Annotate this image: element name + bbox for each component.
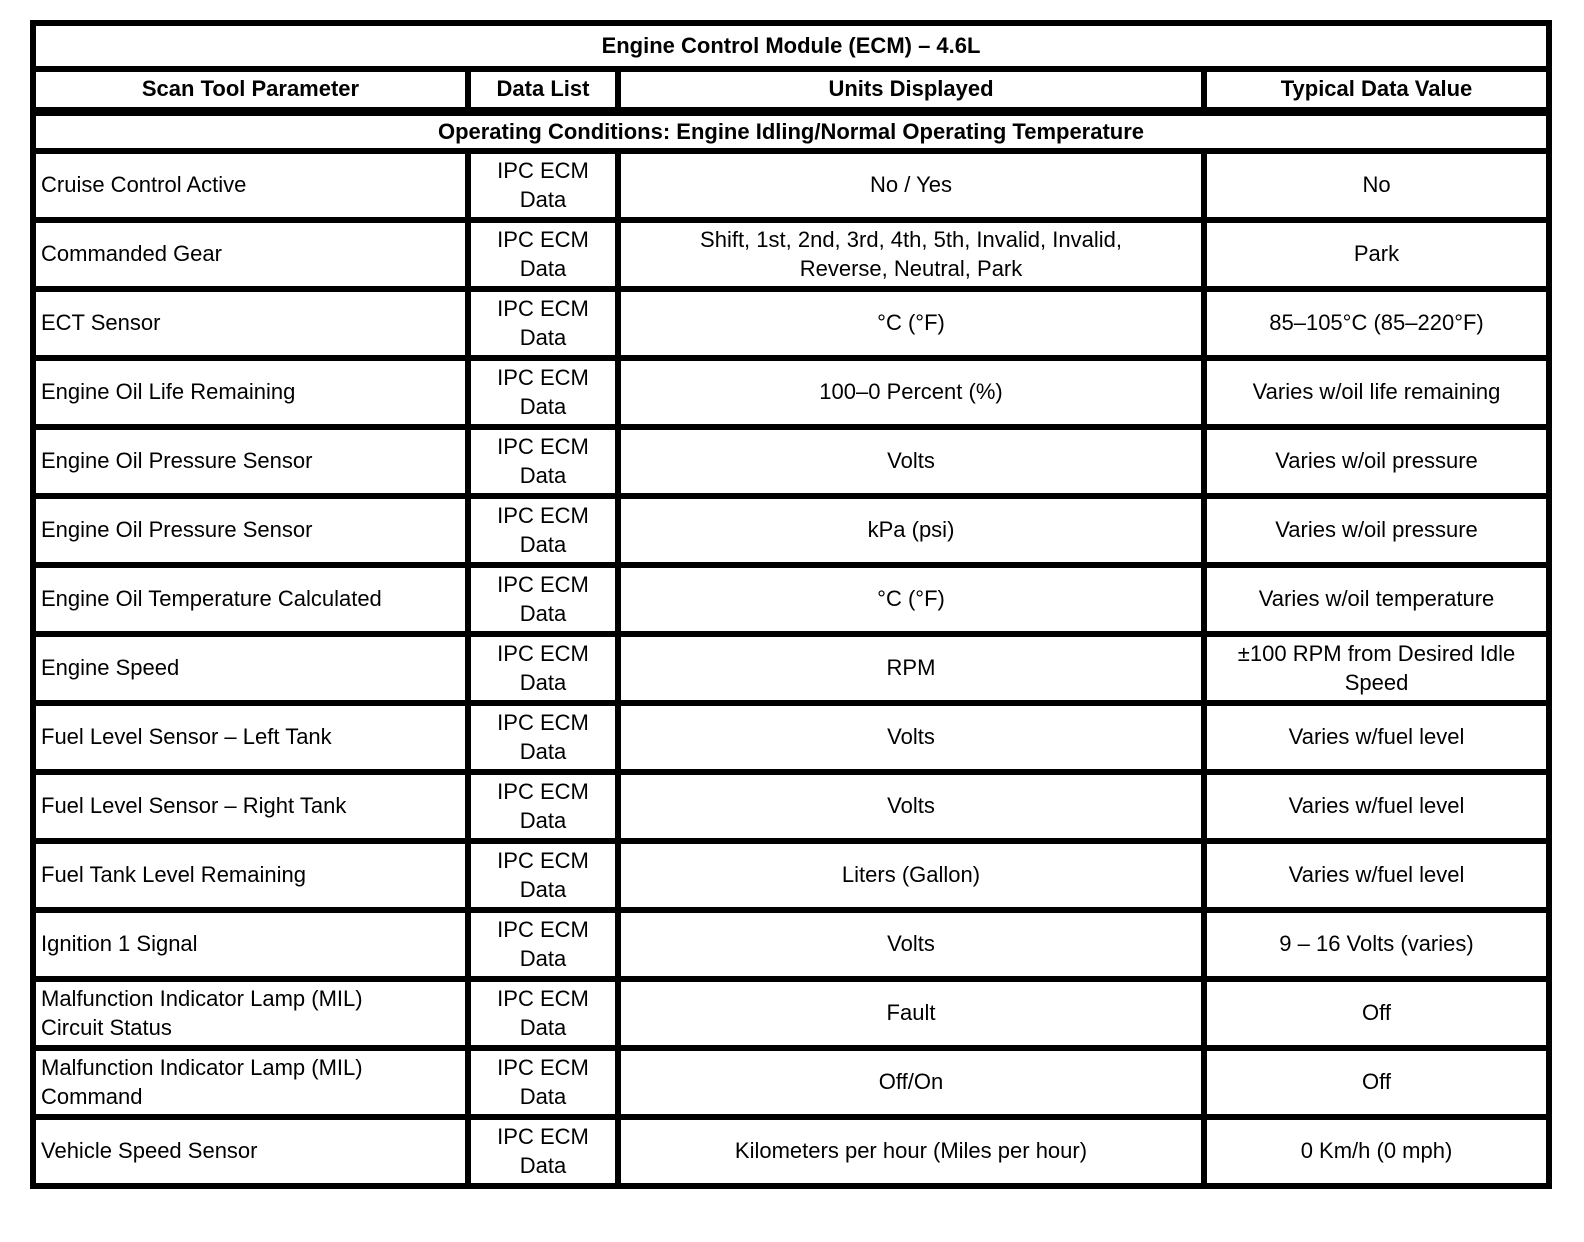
units-cell: 100–0 Percent (%): [615, 355, 1207, 431]
table-row: Malfunction Indicator Lamp (MIL) Circuit…: [30, 976, 1553, 1052]
param-cell: Malfunction Indicator Lamp (MIL) Command: [30, 1045, 471, 1121]
ecm-scan-data-table: Engine Control Module (ECM) – 4.6L Scan …: [29, 20, 1553, 1190]
units-cell: Volts: [615, 907, 1207, 983]
value-cell: Varies w/oil pressure: [1200, 493, 1553, 569]
table-row: Ignition 1 Signal IPC ECM Data Volts 9 –…: [30, 907, 1553, 983]
table-title: Engine Control Module (ECM) – 4.6L: [29, 20, 1553, 72]
header-units-displayed: Units Displayed: [615, 66, 1207, 116]
table-title-row: Engine Control Module (ECM) – 4.6L: [29, 20, 1553, 72]
table-row: Engine Oil Pressure Sensor IPC ECM Data …: [30, 493, 1553, 569]
param-cell: Commanded Gear: [30, 217, 471, 293]
value-cell: Varies w/fuel level: [1200, 838, 1553, 914]
value-cell: Off: [1200, 976, 1553, 1052]
units-cell: Volts: [615, 769, 1207, 845]
units-cell: Volts: [615, 424, 1207, 500]
value-cell: Varies w/fuel level: [1200, 769, 1553, 845]
data-list-cell: IPC ECM Data: [465, 217, 621, 293]
data-list-cell: IPC ECM Data: [465, 631, 621, 707]
table-row: Vehicle Speed Sensor IPC ECM Data Kilome…: [30, 1114, 1553, 1190]
data-list-cell: IPC ECM Data: [465, 838, 621, 914]
table-row: Fuel Tank Level Remaining IPC ECM Data L…: [30, 838, 1553, 914]
value-cell: ±100 RPM from Desired Idle Speed: [1200, 631, 1553, 707]
units-cell: °C (°F): [615, 562, 1207, 638]
value-cell: Varies w/fuel level: [1200, 700, 1553, 776]
table-row: Cruise Control Active IPC ECM Data No / …: [30, 148, 1553, 224]
data-list-cell: IPC ECM Data: [465, 1045, 621, 1121]
data-list-cell: IPC ECM Data: [465, 286, 621, 362]
value-cell: 0 Km/h (0 mph): [1200, 1114, 1553, 1190]
data-list-cell: IPC ECM Data: [465, 700, 621, 776]
value-cell: No: [1200, 148, 1553, 224]
value-cell: Off: [1200, 1045, 1553, 1121]
data-list-cell: IPC ECM Data: [465, 148, 621, 224]
units-cell: Kilometers per hour (Miles per hour): [615, 1114, 1207, 1190]
value-cell: 9 – 16 Volts (varies): [1200, 907, 1553, 983]
units-cell: Fault: [615, 976, 1207, 1052]
table-row: Engine Oil Temperature Calculated IPC EC…: [30, 562, 1553, 638]
table-row: Malfunction Indicator Lamp (MIL) Command…: [30, 1045, 1553, 1121]
table-row: Commanded Gear IPC ECM Data Shift, 1st, …: [30, 217, 1553, 293]
param-cell: Vehicle Speed Sensor: [30, 1114, 471, 1190]
param-cell: ECT Sensor: [30, 286, 471, 362]
param-cell: Engine Speed: [30, 631, 471, 707]
param-cell: Engine Oil Life Remaining: [30, 355, 471, 431]
operating-conditions-row: Operating Conditions: Engine Idling/Norm…: [29, 107, 1553, 155]
table-row: Engine Oil Life Remaining IPC ECM Data 1…: [30, 355, 1553, 431]
value-cell: Varies w/oil temperature: [1200, 562, 1553, 638]
data-list-cell: IPC ECM Data: [465, 424, 621, 500]
param-cell: Ignition 1 Signal: [30, 907, 471, 983]
header-data-list: Data List: [465, 66, 621, 116]
units-cell: °C (°F): [615, 286, 1207, 362]
data-list-cell: IPC ECM Data: [465, 769, 621, 845]
header-scan-tool-parameter: Scan Tool Parameter: [30, 66, 471, 116]
operating-conditions-label: Operating Conditions: Engine Idling/Norm…: [29, 107, 1553, 155]
table-row: ECT Sensor IPC ECM Data °C (°F) 85–105°C…: [30, 286, 1553, 362]
table-row: Engine Speed IPC ECM Data RPM ±100 RPM f…: [30, 631, 1553, 707]
units-cell: RPM: [615, 631, 1207, 707]
param-cell: Malfunction Indicator Lamp (MIL) Circuit…: [30, 976, 471, 1052]
param-cell: Engine Oil Temperature Calculated: [30, 562, 471, 638]
param-cell: Fuel Tank Level Remaining: [30, 838, 471, 914]
units-cell: Shift, 1st, 2nd, 3rd, 4th, 5th, Invalid,…: [615, 217, 1207, 293]
units-cell: Liters (Gallon): [615, 838, 1207, 914]
table-row: Engine Oil Pressure Sensor IPC ECM Data …: [30, 424, 1553, 500]
units-cell: Off/On: [615, 1045, 1207, 1121]
data-list-cell: IPC ECM Data: [465, 907, 621, 983]
param-cell: Fuel Level Sensor – Right Tank: [30, 769, 471, 845]
value-cell: Park: [1200, 217, 1553, 293]
units-cell: No / Yes: [615, 148, 1207, 224]
value-cell: Varies w/oil pressure: [1200, 424, 1553, 500]
table-row: Fuel Level Sensor – Left Tank IPC ECM Da…: [30, 700, 1553, 776]
param-cell: Engine Oil Pressure Sensor: [30, 493, 471, 569]
data-list-cell: IPC ECM Data: [465, 355, 621, 431]
units-cell: kPa (psi): [615, 493, 1207, 569]
table-header-row: Scan Tool Parameter Data List Units Disp…: [30, 66, 1553, 116]
value-cell: 85–105°C (85–220°F): [1200, 286, 1553, 362]
data-list-cell: IPC ECM Data: [465, 1114, 621, 1190]
data-list-cell: IPC ECM Data: [465, 976, 621, 1052]
header-typical-data-value: Typical Data Value: [1200, 66, 1553, 116]
data-list-cell: IPC ECM Data: [465, 562, 621, 638]
value-cell: Varies w/oil life remaining: [1200, 355, 1553, 431]
table-row: Fuel Level Sensor – Right Tank IPC ECM D…: [30, 769, 1553, 845]
document-page: Engine Control Module (ECM) – 4.6L Scan …: [0, 20, 1584, 1242]
units-cell: Volts: [615, 700, 1207, 776]
param-cell: Fuel Level Sensor – Left Tank: [30, 700, 471, 776]
param-cell: Cruise Control Active: [30, 148, 471, 224]
data-list-cell: IPC ECM Data: [465, 493, 621, 569]
param-cell: Engine Oil Pressure Sensor: [30, 424, 471, 500]
